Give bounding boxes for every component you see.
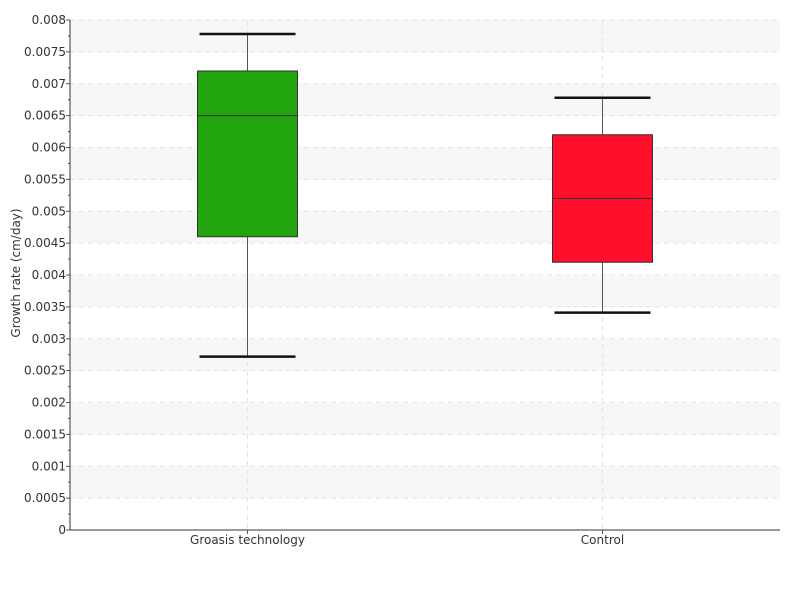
y-tick-label: 0.003	[32, 332, 66, 346]
y-tick-label: 0.001	[32, 459, 66, 473]
y-tick-label: 0.004	[32, 268, 66, 282]
y-tick-label: 0.008	[32, 13, 66, 27]
y-tick-label: 0.005	[32, 204, 66, 218]
grid-band	[70, 466, 780, 499]
y-tick-label: 0.0055	[24, 172, 66, 186]
box-series	[552, 96, 653, 314]
grid-band	[70, 83, 780, 116]
y-tick-label: 0.0075	[24, 45, 66, 59]
boxes	[197, 32, 653, 358]
y-tick-label: 0.006	[32, 141, 66, 155]
grid-band	[70, 402, 780, 435]
y-tick-label: 0	[58, 523, 66, 537]
y-tick-label: 0.0045	[24, 236, 66, 250]
axes	[66, 19, 780, 534]
y-tick-label: 0.0005	[24, 491, 66, 505]
grid-band	[70, 20, 780, 52]
grid-band	[70, 211, 780, 244]
y-tick-label: 0.0065	[24, 109, 66, 123]
box-iqr	[197, 70, 298, 238]
grid-band	[70, 338, 780, 371]
y-tick-label: 0.007	[32, 77, 66, 91]
background-bands	[70, 20, 780, 499]
x-tick-label: Control	[581, 533, 624, 547]
grid-band	[70, 147, 780, 180]
y-tick-label: 0.0035	[24, 300, 66, 314]
grid-band	[70, 275, 780, 307]
tick-labels: 0 0.0005 0.001 0.0015 0.002 0.0025 0.003 0.0035…	[24, 13, 624, 547]
box-series	[197, 32, 298, 358]
x-tick-label: Groasis technology	[190, 533, 305, 547]
y-tick-label: 0.0015	[24, 427, 66, 441]
y-axis-title: Growth rate (cm/day)	[9, 208, 23, 337]
y-tick-label: 0.0025	[24, 364, 66, 378]
y-tick-label: 0.002	[32, 396, 66, 410]
